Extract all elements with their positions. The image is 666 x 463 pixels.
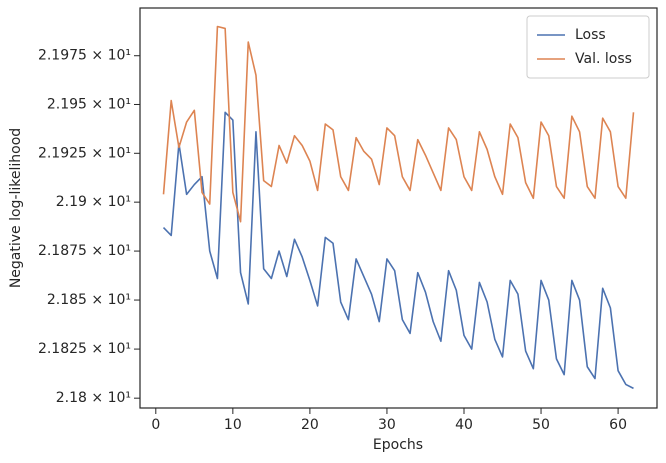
x-tick-label: 0	[151, 417, 160, 433]
y-axis-label: Negative log-likelihood	[8, 128, 24, 288]
y-tick-label: 2.1975 × 10¹	[38, 48, 131, 64]
x-tick-label: 30	[378, 417, 396, 433]
y-tick-label: 2.18 × 10¹	[56, 390, 131, 406]
y-tick-label: 2.19 × 10¹	[56, 194, 131, 210]
y-tick-label: 2.1875 × 10¹	[38, 243, 131, 259]
y-tick-label: 2.1825 × 10¹	[38, 341, 131, 357]
x-tick-label: 20	[301, 417, 319, 433]
legend-box	[526, 15, 650, 79]
legend-label: Loss	[575, 27, 606, 43]
x-axis-label: Epochs	[373, 437, 423, 453]
y-tick-label: 2.1925 × 10¹	[38, 145, 131, 161]
y-tick-label: 2.195 × 10¹	[47, 96, 131, 112]
x-tick-label: 40	[455, 417, 473, 433]
line-series	[162, 25, 635, 223]
x-tick-label: 50	[532, 417, 550, 433]
y-tick-label: 2.185 × 10¹	[47, 292, 131, 308]
legend-label: Val. loss	[575, 51, 632, 67]
line-series	[162, 111, 634, 390]
x-tick-label: 60	[609, 417, 627, 433]
legend: Loss Val. loss	[526, 15, 650, 79]
plot-frame	[139, 7, 658, 409]
x-tick-label: 10	[224, 417, 242, 433]
